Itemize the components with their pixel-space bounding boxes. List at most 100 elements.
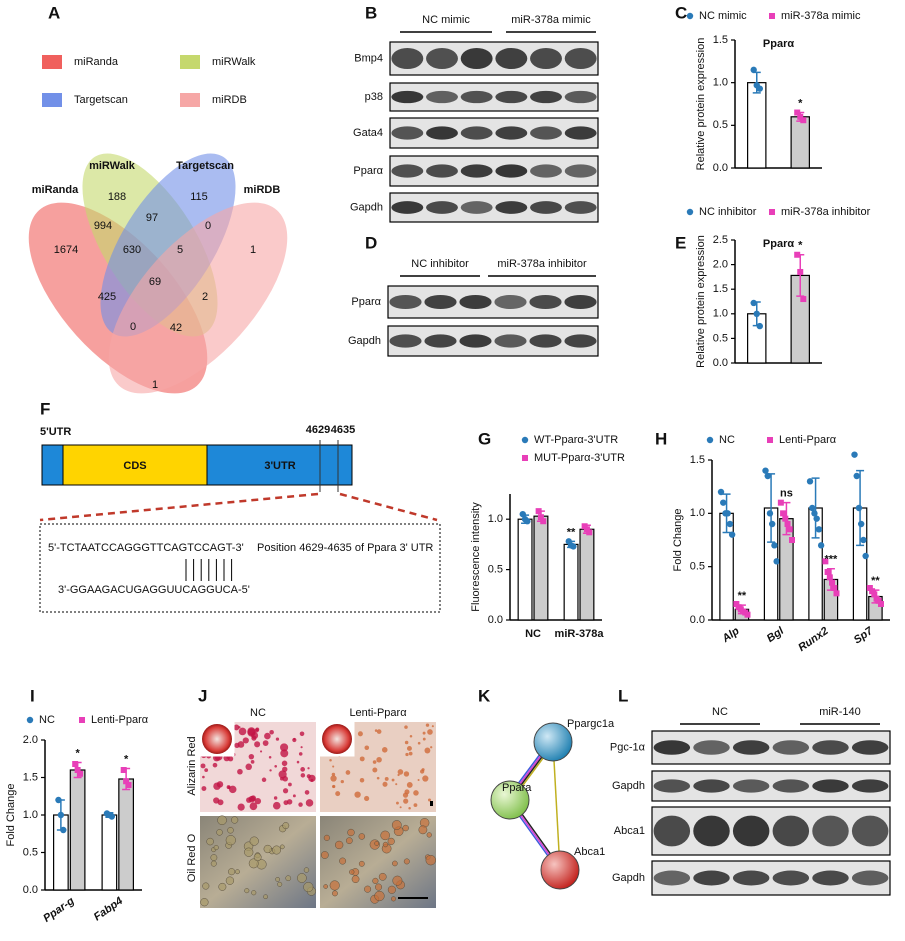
blot-band [426,201,458,214]
bar [563,543,579,621]
lipid [402,824,409,832]
utr5 [41,444,64,486]
lipid [372,877,379,884]
data-point [794,251,801,258]
legend-label: miRWalk [212,56,256,68]
data-point [123,778,130,785]
data-point [822,558,829,565]
y-axis-label: Fold Change [5,784,17,847]
data-point [857,520,865,528]
stain-spot [376,729,382,734]
node [540,850,580,890]
stain-spot [395,783,398,786]
stain-spot [417,741,421,745]
lane-group: miR-378a inhibitor [497,258,587,270]
blot-band [389,334,422,348]
set-label: miRWalk [89,160,136,172]
blot-band [426,90,458,104]
data-point [717,488,725,496]
row-label: Pparα [353,165,383,177]
legend-label: NC [719,434,735,446]
bar [101,814,118,891]
blot-band [772,740,810,755]
blot-frame [389,155,599,187]
stain-spot [431,725,434,728]
data-point [756,322,763,330]
lipid [390,896,397,902]
significance: * [124,753,129,765]
data-point [829,579,836,586]
row-label: Abca1 [614,825,645,837]
legend-swatch [180,93,200,107]
stain-spot [278,770,287,779]
blot-frame [651,730,891,765]
lipid [216,829,223,836]
stain-spot [264,732,271,740]
data-point [77,770,84,777]
data-point [55,796,62,804]
dish [322,724,352,754]
row-label: Alizarin Red [186,736,198,795]
stain-spot [213,782,221,790]
legend-marker [26,716,34,724]
blot-band [812,779,849,793]
lipid [244,847,254,857]
bar [517,518,533,621]
blot-band [772,815,810,847]
blot-band [391,164,424,178]
data-point [771,542,778,549]
blot-band [693,779,730,793]
blot-band [460,47,493,70]
legend-label: Lenti-Pparα [779,434,837,446]
y-tick-label: 1.0 [713,77,728,89]
lipid [382,841,389,848]
lipid [329,880,340,891]
lipid [374,890,385,902]
blot-band [530,164,562,178]
y-tick-label: 1.5 [690,454,705,466]
blot-band [812,870,849,886]
stain-spot [396,801,399,805]
stain-spot [381,747,388,753]
data-point [869,588,876,595]
data-point [851,451,858,458]
data-point [753,310,760,317]
data-point [780,510,787,517]
stain-spot [332,765,335,768]
data-point [74,767,81,773]
blot-band [460,164,493,178]
stain-spot [226,756,229,759]
region-count: 69 [149,276,161,288]
blot-band [529,334,562,348]
data-point [782,515,789,522]
stain-spot [247,727,256,736]
lipid [375,883,383,891]
stain-spot [269,729,274,735]
stain-spot [274,764,277,768]
region-count: 994 [94,220,112,232]
lipid [275,877,280,882]
data-point [764,472,771,480]
data-point [871,591,878,598]
stain-spot [374,729,378,732]
stain-spot [272,801,281,810]
stain-spot [397,773,400,777]
legend-label: NC inhibitor [699,206,757,218]
blot-band [732,740,770,755]
blot-band [530,126,562,140]
row-label: Pparα [351,296,381,308]
lipid [334,840,344,850]
blot-band [389,294,422,310]
region-count: 42 [170,322,182,334]
stain-spot [275,737,280,741]
region-count: 1 [250,244,256,256]
stain-spot [204,768,209,772]
lipid [303,867,310,873]
stain-spot [305,799,314,807]
segment-label: 5'UTR [40,426,71,438]
lipid [403,858,410,865]
stain-spot [376,756,382,763]
region-count: 2 [202,291,208,303]
stain-spot [359,756,365,762]
data-point [831,585,838,591]
